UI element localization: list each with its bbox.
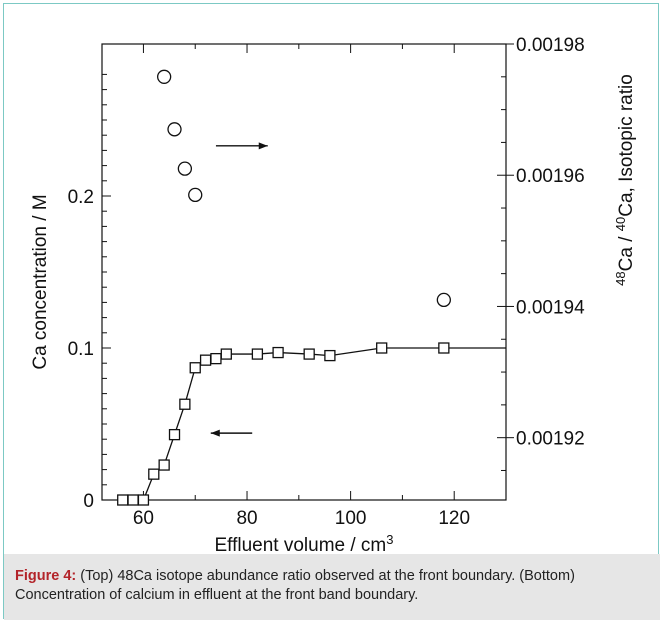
square-point xyxy=(251,348,264,360)
square-point xyxy=(117,494,129,506)
circle-point xyxy=(167,122,182,137)
circle-point xyxy=(157,69,172,84)
square-point xyxy=(438,342,450,354)
square-point xyxy=(210,352,222,365)
y-left-axis-label: Ca concentration / M xyxy=(30,194,51,369)
plot-frame xyxy=(101,43,507,501)
arrow-head-right xyxy=(258,142,268,150)
square-point xyxy=(127,494,139,506)
circle-point xyxy=(188,187,203,203)
x-tick-label: 80 xyxy=(236,508,257,529)
x-axis-label: Effluent volume / cm3 xyxy=(214,532,393,552)
arrow-head-left xyxy=(210,429,220,437)
caption-label: Figure 4: xyxy=(15,568,77,584)
figure-caption: Figure 4: (Top) 48Ca isotope abundance r… xyxy=(4,554,660,620)
y-right-tick-label: 0.00196 xyxy=(516,166,585,187)
y-right-tick-label: 0.00198 xyxy=(516,35,585,56)
y-left-tick-label: 0 xyxy=(83,491,94,512)
figure-frame: 60 80 100 120 0 0.1 0.2 0.00192 0.00194 0.00196 0.… xyxy=(3,3,660,620)
y-left-tick-label: 0.2 xyxy=(68,187,94,208)
square-point xyxy=(199,354,212,366)
square-point xyxy=(303,348,315,360)
circle-point xyxy=(177,161,193,176)
circle-point xyxy=(436,292,451,308)
square-point xyxy=(168,428,181,441)
square-point xyxy=(272,346,284,359)
square-point xyxy=(158,459,170,471)
square-point xyxy=(137,494,150,506)
y-right-tick-label: 0.00194 xyxy=(516,297,585,318)
square-point xyxy=(179,398,191,410)
x-tick-label: 60 xyxy=(133,508,154,529)
x-tick-label: 100 xyxy=(335,508,367,529)
chart-area: 60 80 100 120 0 0.1 0.2 0.00192 0.00194 0.00196 0.… xyxy=(4,4,660,552)
y-left-tick-label: 0.1 xyxy=(68,339,94,360)
y-right-axis-label: 48Ca / 40Ca, Isotopic ratio xyxy=(613,74,637,286)
square-point xyxy=(220,348,232,360)
y-right-tick-label: 0.00192 xyxy=(516,429,585,450)
x-tick-label: 120 xyxy=(438,508,470,529)
square-point xyxy=(189,362,201,374)
caption-text: (Top) 48Ca isotope abundance ratio obser… xyxy=(15,568,575,603)
square-point xyxy=(376,342,388,354)
chart-svg: 60 80 100 120 0 0.1 0.2 0.00192 0.00194 0.00196 0.… xyxy=(30,35,637,552)
series-line-1 xyxy=(122,347,506,501)
square-point xyxy=(148,468,160,480)
square-point xyxy=(324,349,336,362)
